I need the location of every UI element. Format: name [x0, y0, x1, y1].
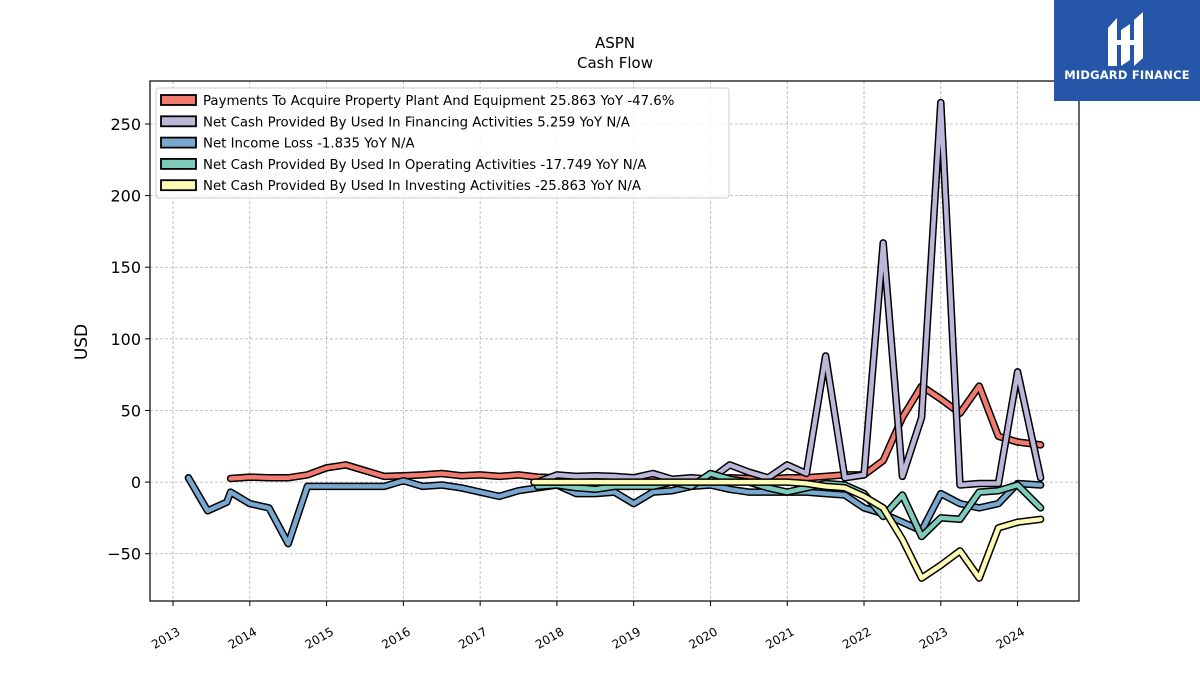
series-line-3: [535, 471, 1043, 539]
y-tick-label: 200: [110, 187, 141, 206]
legend-swatch-2: [160, 136, 197, 149]
logo-icon: [1108, 12, 1143, 66]
chart-subtitle: Cash Flow: [577, 54, 653, 72]
x-tick-label: 2015: [303, 624, 336, 651]
x-tick-label: 2017: [456, 624, 489, 651]
x-axis-ticks: 2013 2014 2015 2016 2017 2018 2019 2020 2021 2022…: [149, 601, 1027, 652]
x-tick-label: 2014: [226, 624, 259, 651]
legend-label-1: Net Cash Provided By Used In Financing A…: [203, 115, 630, 130]
plot-frame: [149, 80, 1080, 602]
logo-text: MIDGARD FINANCE: [1064, 68, 1190, 82]
chart-title: ASPN: [595, 34, 635, 52]
legend-swatch-0: [160, 94, 197, 106]
y-tick-label: 150: [110, 258, 141, 277]
legend-box: [155, 87, 730, 199]
y-axis-label: USD: [72, 324, 92, 360]
y-tick-label: −50: [107, 545, 141, 564]
x-tick-label: 2016: [379, 624, 412, 651]
legend-label-2: Net Income Loss -1.835 YoY N/A: [203, 137, 415, 152]
legend-swatch-4: [160, 179, 197, 192]
brand-logo: MIDGARD FINANCE: [1054, 0, 1200, 101]
x-tick-label: 2013: [149, 624, 182, 651]
legend-swatch-1: [160, 115, 197, 128]
legend-swatch-3: [160, 157, 197, 170]
legend-label-4: Net Cash Provided By Used In Investing A…: [203, 179, 641, 194]
x-tick-label: 2024: [994, 624, 1027, 651]
y-tick-label: 0: [131, 473, 141, 492]
x-tick-label: 2022: [840, 624, 873, 651]
legend: Payments To Acquire Property Plant And E…: [155, 87, 730, 199]
legend-label-3: Net Cash Provided By Used In Operating A…: [203, 158, 646, 173]
series-line-1: [535, 100, 1043, 488]
x-tick-label: 2018: [533, 624, 566, 651]
x-tick-label: 2019: [610, 624, 643, 651]
y-axis-ticks: −50 0 50 100 150 200 250: [107, 115, 150, 564]
x-tick-label: 2021: [763, 624, 796, 651]
y-tick-label: 100: [110, 330, 141, 349]
x-tick-label: 2023: [917, 624, 950, 651]
legend-label-0: Payments To Acquire Property Plant And E…: [203, 94, 674, 109]
x-tick-label: 2020: [687, 624, 720, 651]
y-tick-label: 50: [121, 401, 141, 420]
y-tick-label: 250: [110, 115, 141, 134]
series-line-4: [531, 479, 1043, 581]
series-lines: [184, 98, 1045, 582]
